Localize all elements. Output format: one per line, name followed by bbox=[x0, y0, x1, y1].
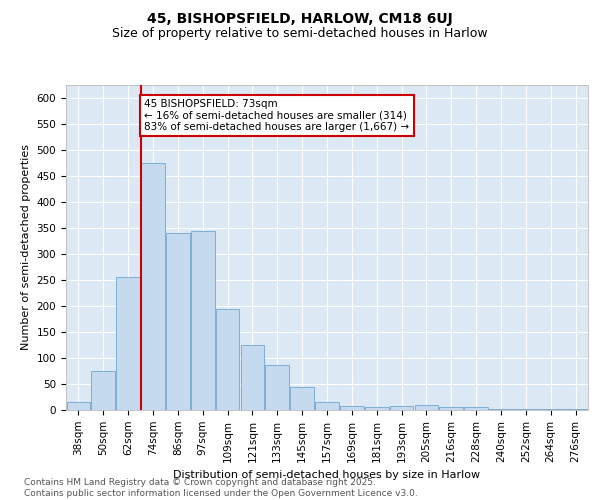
Bar bbox=[365, 408, 389, 410]
Bar bbox=[191, 230, 215, 410]
Bar bbox=[489, 409, 513, 410]
Bar bbox=[439, 408, 463, 410]
X-axis label: Distribution of semi-detached houses by size in Harlow: Distribution of semi-detached houses by … bbox=[173, 470, 481, 480]
Bar bbox=[390, 406, 413, 410]
Bar bbox=[514, 409, 538, 410]
Bar bbox=[290, 386, 314, 410]
Bar bbox=[141, 163, 165, 410]
Bar bbox=[216, 308, 239, 410]
Bar bbox=[315, 402, 339, 410]
Bar bbox=[241, 345, 264, 410]
Bar bbox=[116, 278, 140, 410]
Text: 45, BISHOPSFIELD, HARLOW, CM18 6UJ: 45, BISHOPSFIELD, HARLOW, CM18 6UJ bbox=[147, 12, 453, 26]
Bar bbox=[464, 408, 488, 410]
Text: Contains HM Land Registry data © Crown copyright and database right 2025.
Contai: Contains HM Land Registry data © Crown c… bbox=[24, 478, 418, 498]
Bar bbox=[340, 406, 364, 410]
Bar bbox=[415, 405, 438, 410]
Y-axis label: Number of semi-detached properties: Number of semi-detached properties bbox=[21, 144, 31, 350]
Text: 45 BISHOPSFIELD: 73sqm
← 16% of semi-detached houses are smaller (314)
83% of se: 45 BISHOPSFIELD: 73sqm ← 16% of semi-det… bbox=[145, 99, 409, 132]
Bar bbox=[265, 365, 289, 410]
Bar bbox=[564, 409, 587, 410]
Bar bbox=[91, 371, 115, 410]
Text: Size of property relative to semi-detached houses in Harlow: Size of property relative to semi-detach… bbox=[112, 28, 488, 40]
Bar bbox=[166, 233, 190, 410]
Bar bbox=[67, 402, 90, 410]
Bar bbox=[539, 409, 563, 410]
